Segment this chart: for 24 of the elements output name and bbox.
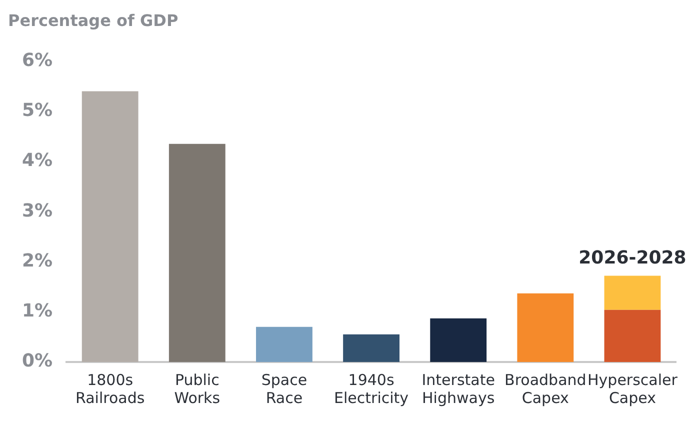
bar bbox=[430, 318, 487, 362]
annotation: 2026-2028 bbox=[578, 247, 686, 268]
x-tick-label: Public Works bbox=[174, 370, 220, 407]
bar bbox=[517, 293, 574, 362]
y-tick-label: 4% bbox=[22, 150, 53, 172]
bar bbox=[604, 310, 661, 362]
x-tick-label: Space Race bbox=[261, 370, 308, 407]
x-tick-label: 1940s Electricity bbox=[334, 370, 409, 407]
x-tick-label: Interstate Highways bbox=[422, 370, 495, 407]
bar bbox=[82, 91, 138, 362]
bar bbox=[168, 144, 226, 362]
y-tick-label: 3% bbox=[22, 200, 53, 222]
x-tick-label: Broadband Capex bbox=[504, 370, 586, 407]
y-tick-label: 6% bbox=[22, 50, 53, 71]
x-tick-label: Hyperscaler Capex bbox=[588, 370, 678, 407]
bar bbox=[256, 326, 312, 362]
bar bbox=[604, 276, 661, 310]
y-tick-label: 1% bbox=[22, 300, 53, 322]
y-tick-label: 5% bbox=[22, 100, 53, 122]
bar bbox=[343, 334, 400, 362]
x-tick-label: 1800s Railroads bbox=[76, 370, 145, 407]
y-tick-label: 0% bbox=[22, 350, 53, 372]
chart-title: Percentage of GDP bbox=[8, 10, 178, 30]
y-tick-label: 2% bbox=[22, 250, 53, 272]
